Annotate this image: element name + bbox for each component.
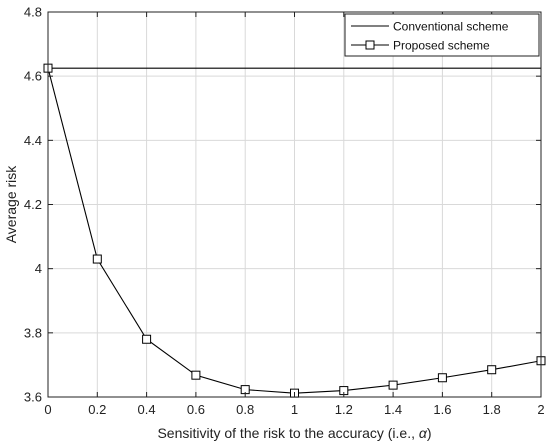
y-tick-label: 4.4 xyxy=(24,133,42,148)
x-tick-label: 0.8 xyxy=(236,402,254,417)
proposed-scheme-point xyxy=(142,334,152,344)
x-axis-label-prefix: Sensitivity of the risk to the accuracy … xyxy=(157,425,418,441)
legend-conventional-scheme-label: Conventional scheme xyxy=(393,20,509,34)
proposed-scheme-point xyxy=(191,370,201,380)
y-tick-label: 4.2 xyxy=(24,197,42,212)
x-tick-label: 0.6 xyxy=(187,402,205,417)
grid-lines xyxy=(47,11,542,398)
legend-proposed-scheme-label: Proposed scheme xyxy=(393,39,490,53)
axis-ticks: 0 0.2 0.4 0.6 0.8 1 1.2 1.4 1.6 1.8 2 3.6 3.8 4 4.2 4.4… xyxy=(24,5,545,418)
x-axis-label: Sensitivity of the risk to the accuracy … xyxy=(157,425,431,441)
x-tick-label: 1.2 xyxy=(335,402,353,417)
x-axis-label-suffix: ) xyxy=(427,425,432,441)
proposed-scheme-point xyxy=(487,365,497,375)
y-tick-label: 4 xyxy=(35,261,42,276)
y-tick-label: 3.6 xyxy=(24,390,42,405)
legend-proposed-scheme-marker xyxy=(365,40,375,50)
proposed-scheme-point xyxy=(388,380,398,390)
x-tick-label: 2 xyxy=(537,402,544,417)
x-axis-label-symbol: α xyxy=(419,425,428,441)
proposed-scheme-point xyxy=(437,373,447,383)
legend: Conventional scheme Proposed scheme xyxy=(344,13,540,57)
y-tick-label: 4.8 xyxy=(24,5,42,20)
y-axis-label: Average risk xyxy=(3,165,19,244)
legend-box xyxy=(344,13,540,57)
legend-items: Conventional scheme Proposed scheme xyxy=(351,20,509,53)
x-tick-label: 0.2 xyxy=(88,402,106,417)
x-tick-label: 1.8 xyxy=(483,402,501,417)
x-tick-label: 1.6 xyxy=(433,402,451,417)
proposed-scheme-point xyxy=(92,254,102,264)
x-tick-label: 1 xyxy=(291,402,298,417)
y-tick-label: 4.6 xyxy=(24,69,42,84)
x-tick-label: 1.4 xyxy=(384,402,402,417)
x-tick-label: 0 xyxy=(44,402,51,417)
y-tick-label: 3.8 xyxy=(24,325,42,340)
x-tick-label: 0.4 xyxy=(138,402,156,417)
